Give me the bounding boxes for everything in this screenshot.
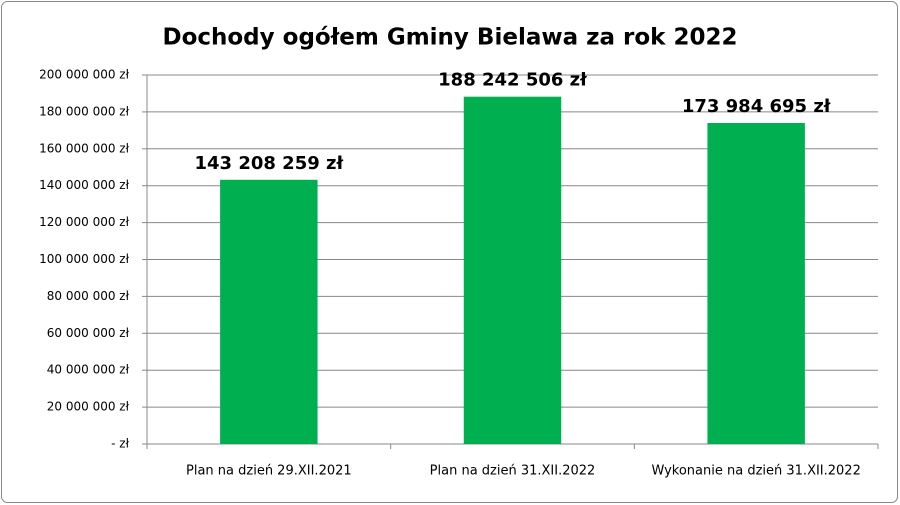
chart-title: Dochody ogółem Gminy Bielawa za rok 2022 <box>162 25 737 51</box>
y-tick-label: 60 000 000 zł <box>47 326 130 340</box>
y-tick-label: 20 000 000 zł <box>47 400 130 414</box>
y-tick-label: - zł <box>111 437 129 451</box>
bar <box>707 122 805 445</box>
y-tick-label: 140 000 000 zł <box>39 178 129 192</box>
y-tick-label: 40 000 000 zł <box>47 363 130 377</box>
bar <box>220 179 318 444</box>
y-tick-label: 120 000 000 zł <box>39 215 129 229</box>
x-tick-label: Plan na dzień 31.XII.2022 <box>430 464 596 479</box>
x-tick-label: Plan na dzień 29.XII.2021 <box>186 464 352 479</box>
y-tick-label: 100 000 000 zł <box>39 252 129 266</box>
x-tick-label: Wykonanie na dzień 31.XII.2022 <box>651 464 860 479</box>
value-label: 173 984 695 zł <box>682 96 832 117</box>
value-label: 188 242 506 zł <box>438 70 588 91</box>
value-label: 143 208 259 zł <box>194 153 344 174</box>
y-tick-label: 160 000 000 zł <box>39 141 129 155</box>
y-tick-label: 180 000 000 zł <box>39 104 129 118</box>
bar <box>463 96 562 445</box>
y-tick-label: 200 000 000 zł <box>39 68 129 82</box>
y-tick-label: 80 000 000 zł <box>47 289 130 303</box>
